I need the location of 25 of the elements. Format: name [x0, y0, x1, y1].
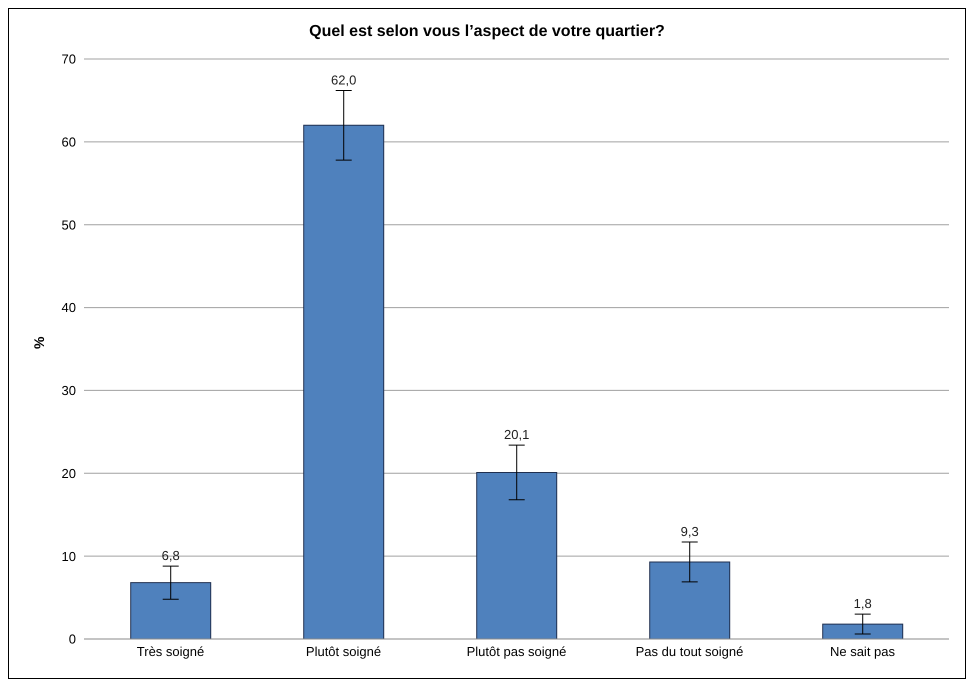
y-tick-label: 60	[62, 134, 76, 150]
x-tick-label: Pas du tout soigné	[636, 644, 744, 660]
y-tick-label: 10	[62, 548, 76, 564]
data-label: 9,3	[680, 524, 699, 540]
data-label: 6,8	[162, 548, 180, 564]
bar	[822, 624, 904, 639]
bar	[649, 561, 730, 639]
bar	[476, 472, 558, 639]
y-tick-label: 20	[62, 466, 76, 481]
y-axis-title: %	[30, 336, 47, 349]
bar	[303, 124, 384, 639]
x-tick-label: Très soigné	[136, 644, 204, 660]
x-tick-label: Plutôt pas soigné	[466, 644, 566, 660]
y-tick-label: 40	[62, 300, 76, 316]
data-label: 20,1	[504, 427, 530, 442]
data-label: 62,0	[331, 72, 356, 88]
x-tick-label: Ne sait pas	[830, 644, 896, 660]
y-tick-label: 70	[62, 52, 76, 67]
y-tick-label: 0	[68, 632, 76, 647]
bar	[130, 582, 212, 639]
y-tick-label: 50	[62, 217, 76, 232]
chart-title: Quel est selon vous l’aspect de votre quartier?	[308, 22, 666, 42]
data-label: 1,8	[854, 596, 872, 612]
x-tick-label: Plutôt soigné	[306, 644, 382, 660]
y-tick-label: 30	[62, 383, 76, 398]
